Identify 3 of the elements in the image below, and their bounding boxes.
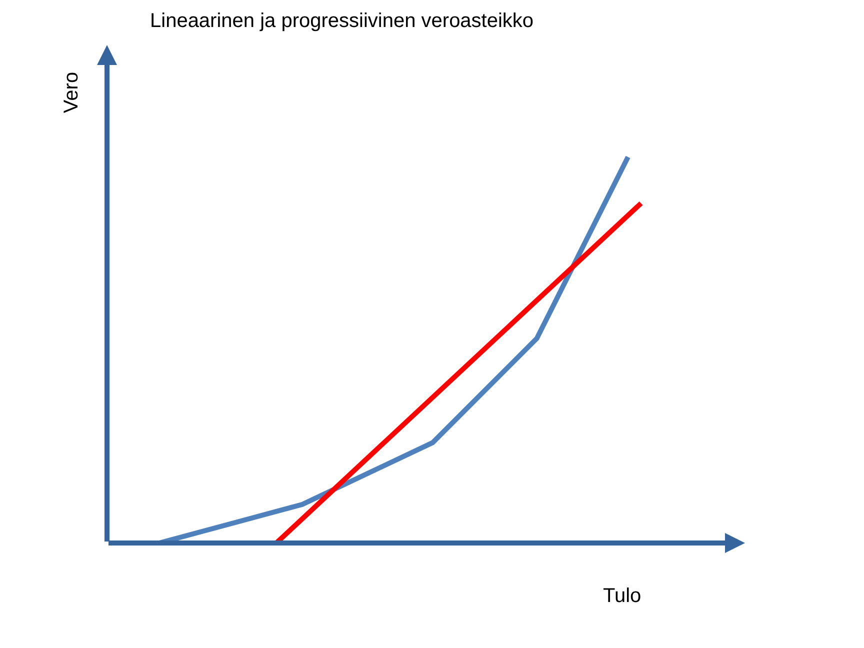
chart-title: Lineaarinen ja progressiivinen veroasteikko [150, 10, 534, 32]
x-axis-title: Tulo [603, 585, 642, 607]
y-axis-title: Vero [60, 72, 82, 114]
